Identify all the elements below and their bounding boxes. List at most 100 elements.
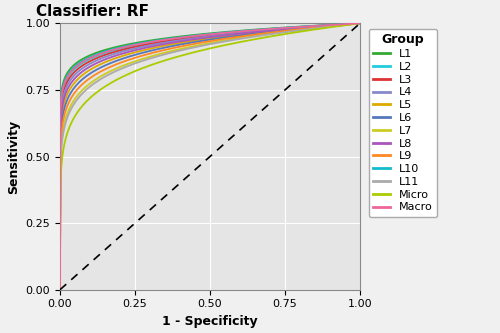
L1 — [357, 21, 363, 25]
L6 — [88, 71, 94, 75]
L5 — [189, 39, 195, 43]
L7 — [189, 45, 195, 49]
L11 — [357, 21, 363, 25]
L9 — [88, 76, 94, 80]
L4 — [263, 28, 269, 32]
L2 — [178, 36, 184, 40]
L6 — [189, 40, 195, 44]
Micro — [291, 31, 297, 35]
L1 — [291, 25, 297, 29]
L4 — [291, 26, 297, 30]
L6 — [57, 288, 63, 292]
L8 — [357, 21, 363, 25]
L5 — [57, 288, 63, 292]
L7 — [178, 47, 184, 51]
L10 — [189, 34, 195, 38]
Line: Macro: Macro — [60, 23, 360, 290]
Line: L9: L9 — [60, 23, 360, 290]
L2 — [291, 25, 297, 29]
L1 — [189, 33, 195, 37]
L1 — [263, 27, 269, 31]
Micro — [189, 51, 195, 55]
L1 — [88, 53, 94, 57]
Text: Classifier: RF: Classifier: RF — [36, 4, 149, 19]
L3 — [57, 288, 63, 292]
L9 — [296, 27, 302, 31]
L2 — [263, 28, 269, 32]
L7 — [296, 28, 302, 32]
L4 — [57, 288, 63, 292]
L3 — [296, 25, 302, 29]
Macro — [57, 288, 63, 292]
L4 — [189, 37, 195, 41]
Micro — [296, 30, 302, 34]
Legend: L1, L2, L3, L4, L5, L6, L7, L8, L9, L10, L11, Micro, Macro: L1, L2, L3, L4, L5, L6, L7, L8, L9, L10,… — [368, 29, 437, 217]
Micro — [88, 96, 94, 100]
L6 — [357, 21, 363, 25]
Macro — [88, 56, 94, 60]
L8 — [263, 29, 269, 33]
Line: L1: L1 — [60, 23, 360, 290]
L6 — [178, 42, 184, 46]
Micro — [57, 288, 63, 292]
Macro — [189, 34, 195, 38]
L10 — [178, 35, 184, 39]
Micro — [357, 21, 363, 25]
L10 — [357, 21, 363, 25]
L9 — [57, 288, 63, 292]
L1 — [296, 25, 302, 29]
L11 — [291, 29, 297, 33]
L8 — [57, 288, 63, 292]
L5 — [296, 26, 302, 30]
Macro — [291, 25, 297, 29]
L9 — [189, 42, 195, 46]
L5 — [88, 68, 94, 72]
L9 — [291, 28, 297, 32]
L4 — [296, 26, 302, 30]
L2 — [88, 57, 94, 61]
L7 — [291, 29, 297, 33]
Line: L3: L3 — [60, 23, 360, 290]
L10 — [291, 25, 297, 29]
L2 — [296, 25, 302, 29]
L3 — [357, 21, 363, 25]
L11 — [88, 84, 94, 88]
Macro — [263, 27, 269, 31]
L5 — [263, 30, 269, 34]
Line: L5: L5 — [60, 23, 360, 290]
Macro — [178, 36, 184, 40]
L9 — [178, 44, 184, 48]
Line: L11: L11 — [60, 23, 360, 290]
L11 — [296, 28, 302, 32]
X-axis label: 1 - Specificity: 1 - Specificity — [162, 315, 258, 328]
Micro — [263, 35, 269, 39]
L7 — [88, 81, 94, 85]
L3 — [291, 26, 297, 30]
L11 — [57, 288, 63, 292]
L3 — [178, 37, 184, 41]
L7 — [357, 21, 363, 25]
L3 — [88, 59, 94, 63]
L11 — [263, 33, 269, 37]
Y-axis label: Sensitivity: Sensitivity — [7, 120, 20, 193]
L10 — [57, 288, 63, 292]
Micro — [178, 54, 184, 58]
L5 — [178, 41, 184, 45]
L10 — [88, 55, 94, 59]
Line: L10: L10 — [60, 23, 360, 290]
Line: L4: L4 — [60, 23, 360, 290]
Line: L6: L6 — [60, 23, 360, 290]
L8 — [178, 39, 184, 43]
L4 — [357, 21, 363, 25]
L4 — [88, 61, 94, 65]
L10 — [263, 27, 269, 31]
L9 — [357, 21, 363, 25]
L8 — [296, 26, 302, 30]
L8 — [189, 38, 195, 42]
L2 — [57, 288, 63, 292]
L6 — [296, 27, 302, 31]
L2 — [357, 21, 363, 25]
L1 — [57, 288, 63, 292]
L10 — [296, 25, 302, 29]
L3 — [189, 36, 195, 40]
